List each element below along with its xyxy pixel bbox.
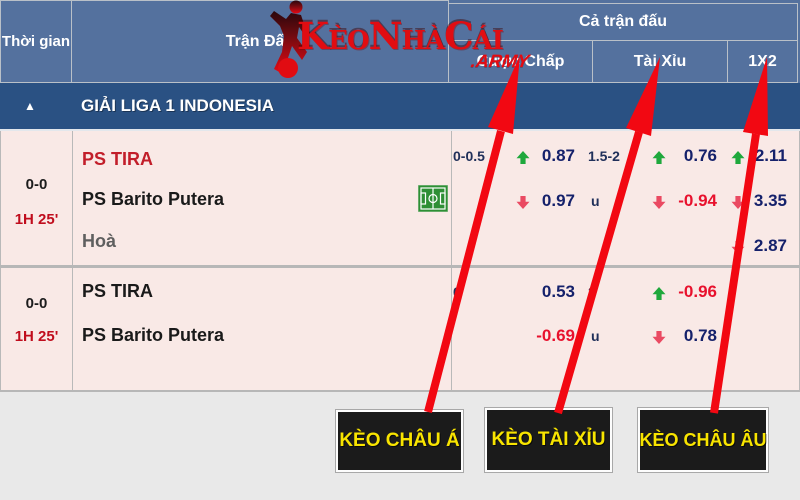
trend-down-icon: [652, 331, 666, 344]
col-header-match-label: Trận Đấu: [225, 32, 295, 50]
match1-under-odds[interactable]: -0.94: [678, 191, 717, 210]
col-header-1x2: 1X2: [727, 40, 798, 83]
match2-handicap-home-odds[interactable]: 0.53: [541, 282, 575, 301]
annotation-area: KÈO CHÂU Á KÈO TÀI XỈU KÈO CHÂU ÂU: [0, 392, 800, 500]
annotation-label-asian-handicap: KÈO CHÂU Á: [336, 410, 463, 472]
table-bottom-border: [0, 390, 800, 392]
trend-up-icon: [652, 151, 666, 164]
match1-home-team[interactable]: PS TIRA: [82, 149, 154, 169]
trend-down-icon: [652, 196, 666, 209]
match1-over-odds[interactable]: 0.76: [683, 146, 717, 165]
pitch-icon[interactable]: [418, 185, 448, 212]
match1-1x2-home-odds[interactable]: 2.11: [754, 146, 787, 165]
match1-score: 0-0: [25, 176, 48, 193]
col-header-over-under: Tài Xỉu: [592, 40, 728, 83]
match2-home-team[interactable]: PS TIRA: [82, 281, 154, 301]
brand-logo-text[interactable]: KèoNhàCái: [297, 14, 504, 58]
col-header-full-match-label: Cả trận đấu: [578, 13, 667, 30]
trend-up-icon: [731, 151, 745, 164]
match1-away-team[interactable]: PS Barito Putera: [82, 189, 225, 209]
soccer-player-icon: [270, 0, 310, 78]
row-separator: [0, 265, 800, 268]
collapse-triangle-icon[interactable]: ▲: [24, 99, 36, 113]
match1-elapsed-time: 1H 25': [14, 211, 59, 228]
col-header-time: Thời gian: [0, 0, 72, 83]
match2-under-odds[interactable]: 0.78: [683, 326, 717, 345]
match-row-2: 0-0 1H 25' PS TIRA PS Barito Putera 0 0.…: [0, 268, 800, 390]
match2-handicap-away-odds[interactable]: -0.69: [536, 326, 575, 345]
col-header-over-under-label: Tài Xỉu: [633, 52, 687, 70]
column-divider: [72, 131, 73, 265]
match2-ou-line-under: u: [591, 328, 600, 344]
trend-down-icon: [731, 196, 745, 209]
match2-ou-line-over: 2: [588, 284, 596, 300]
match1-1x2-draw-odds[interactable]: 2.87: [753, 236, 787, 255]
trend-up-icon: [516, 151, 530, 164]
match2-away-team[interactable]: PS Barito Putera: [82, 325, 225, 345]
match2-over-odds[interactable]: -0.96: [678, 282, 717, 301]
match1-ou-line-under: u: [591, 193, 600, 209]
match2-score: 0-0: [25, 295, 48, 312]
match2-elapsed-time: 1H 25': [14, 328, 59, 345]
match1-1x2-away-odds[interactable]: 3.35: [753, 191, 787, 210]
match1-draw-label: Hoà: [82, 231, 117, 251]
column-divider: [451, 131, 452, 265]
brand-logo-suffix: .ARMY: [469, 51, 531, 71]
league-title: GIẢI LIGA 1 INDONESIA: [81, 96, 275, 115]
trend-down-icon: [731, 241, 745, 254]
match1-ou-line-over: 1.5-2: [588, 148, 620, 164]
trend-up-icon: [652, 287, 666, 300]
col-header-time-label: Thời gian: [1, 33, 71, 50]
annotation-label-european: KÈO CHÂU ÂU: [638, 408, 768, 472]
annotation-label-over-under: KÈO TÀI XỈU: [485, 408, 612, 472]
match1-handicap-line: 0-0.5: [453, 148, 485, 164]
match2-handicap-line: 0: [453, 284, 461, 300]
trend-down-icon: [516, 196, 530, 209]
match1-handicap-home-odds[interactable]: 0.87: [541, 146, 575, 165]
league-section-row[interactable]: ▲ GIẢI LIGA 1 INDONESIA: [0, 83, 800, 131]
match1-handicap-away-odds[interactable]: 0.97: [541, 191, 575, 210]
col-header-1x2-label: 1X2: [748, 52, 777, 70]
column-divider: [72, 268, 73, 390]
match-row-1: 0-0 1H 25' PS TIRA PS Barito Putera Hoà …: [0, 131, 800, 265]
column-divider: [451, 268, 452, 390]
